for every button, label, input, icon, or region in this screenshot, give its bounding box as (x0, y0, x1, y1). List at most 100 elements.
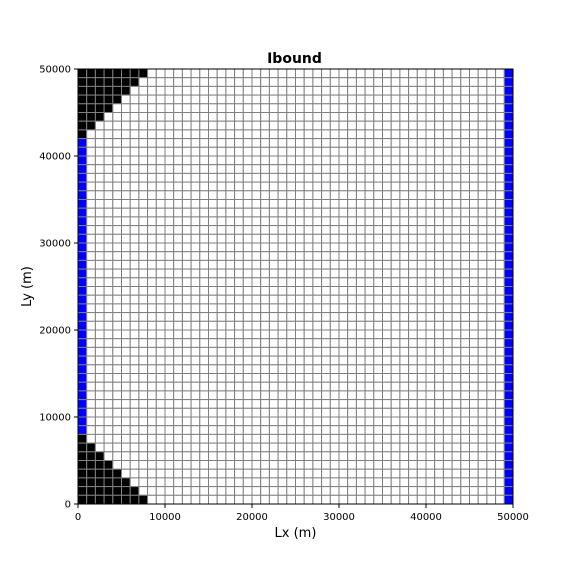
active-cell (486, 242, 497, 253)
constant-head-cell (503, 407, 514, 418)
active-cell (442, 207, 453, 218)
inactive-cell (77, 77, 88, 87)
active-cell (173, 364, 183, 374)
active-cell (260, 207, 270, 218)
active-cell (225, 303, 236, 314)
active-cell (382, 199, 392, 209)
active-cell (303, 181, 314, 192)
active-cell (451, 303, 462, 314)
active-cell (173, 416, 183, 427)
constant-head-cell (503, 320, 514, 331)
active-cell (451, 460, 462, 470)
active-cell (121, 146, 131, 157)
active-cell (286, 425, 296, 435)
active-cell (234, 312, 244, 322)
active-cell (469, 277, 479, 287)
active-cell (329, 373, 340, 383)
active-cell (390, 338, 401, 348)
active-cell (486, 373, 497, 383)
active-cell (295, 112, 305, 122)
active-cell (121, 181, 131, 192)
active-cell (216, 103, 227, 114)
active-cell (469, 138, 479, 148)
active-cell (129, 451, 140, 461)
active-cell (242, 85, 253, 96)
active-cell (286, 346, 296, 357)
active-cell (382, 442, 392, 453)
active-cell (495, 494, 505, 505)
active-cell (277, 286, 288, 296)
active-cell (416, 373, 427, 383)
active-cell (147, 373, 157, 383)
active-cell (199, 199, 210, 209)
active-cell (416, 338, 427, 348)
active-cell (460, 85, 470, 96)
active-cell (434, 303, 444, 314)
active-cell (121, 329, 131, 340)
active-cell (355, 451, 366, 461)
active-cell (425, 172, 436, 183)
active-cell (460, 425, 470, 435)
active-cell (112, 399, 123, 409)
y-axis-label: Ly (m) (20, 266, 35, 307)
active-cell (495, 373, 505, 383)
active-cell (477, 416, 488, 427)
active-cell (338, 477, 349, 488)
active-cell (86, 346, 96, 357)
active-cell (94, 442, 105, 453)
active-cell (373, 172, 383, 183)
active-cell (338, 320, 349, 331)
active-cell (251, 146, 262, 157)
active-cell (486, 103, 497, 114)
active-cell (451, 268, 462, 279)
active-cell (416, 120, 427, 131)
active-cell (408, 259, 418, 270)
active-cell (434, 181, 444, 192)
active-cell (477, 320, 488, 331)
active-cell (399, 433, 410, 444)
active-cell (321, 268, 331, 279)
active-cell (121, 138, 131, 148)
active-cell (234, 155, 244, 166)
active-cell (312, 486, 323, 496)
active-cell (399, 329, 410, 340)
active-cell (373, 146, 383, 157)
active-cell (312, 164, 323, 174)
active-cell (451, 190, 462, 201)
active-cell (321, 320, 331, 331)
active-cell (399, 451, 410, 461)
active-cell (399, 486, 410, 496)
active-cell (234, 468, 244, 479)
active-cell (425, 390, 436, 401)
y-tick-label: 40000 (39, 152, 71, 163)
active-cell (181, 190, 192, 201)
active-cell (251, 155, 262, 166)
active-cell (164, 294, 175, 305)
active-cell (355, 381, 366, 392)
active-cell (486, 172, 497, 183)
active-cell (451, 77, 462, 87)
active-cell (451, 172, 462, 183)
active-cell (425, 77, 436, 87)
active-cell (129, 190, 140, 201)
active-cell (260, 138, 270, 148)
active-cell (373, 486, 383, 496)
active-cell (329, 346, 340, 357)
active-cell (181, 346, 192, 357)
active-cell (260, 181, 270, 192)
active-cell (216, 129, 227, 140)
active-cell (286, 225, 296, 235)
active-cell (190, 225, 201, 235)
active-cell (425, 94, 436, 105)
active-cell (399, 277, 410, 287)
active-cell (173, 494, 183, 505)
active-cell (234, 346, 244, 357)
active-cell (329, 172, 340, 183)
active-cell (234, 103, 244, 114)
active-cell (469, 181, 479, 192)
active-cell (121, 346, 131, 357)
active-cell (303, 251, 314, 261)
active-cell (164, 242, 175, 253)
constant-head-cell (77, 425, 88, 435)
active-cell (451, 216, 462, 227)
